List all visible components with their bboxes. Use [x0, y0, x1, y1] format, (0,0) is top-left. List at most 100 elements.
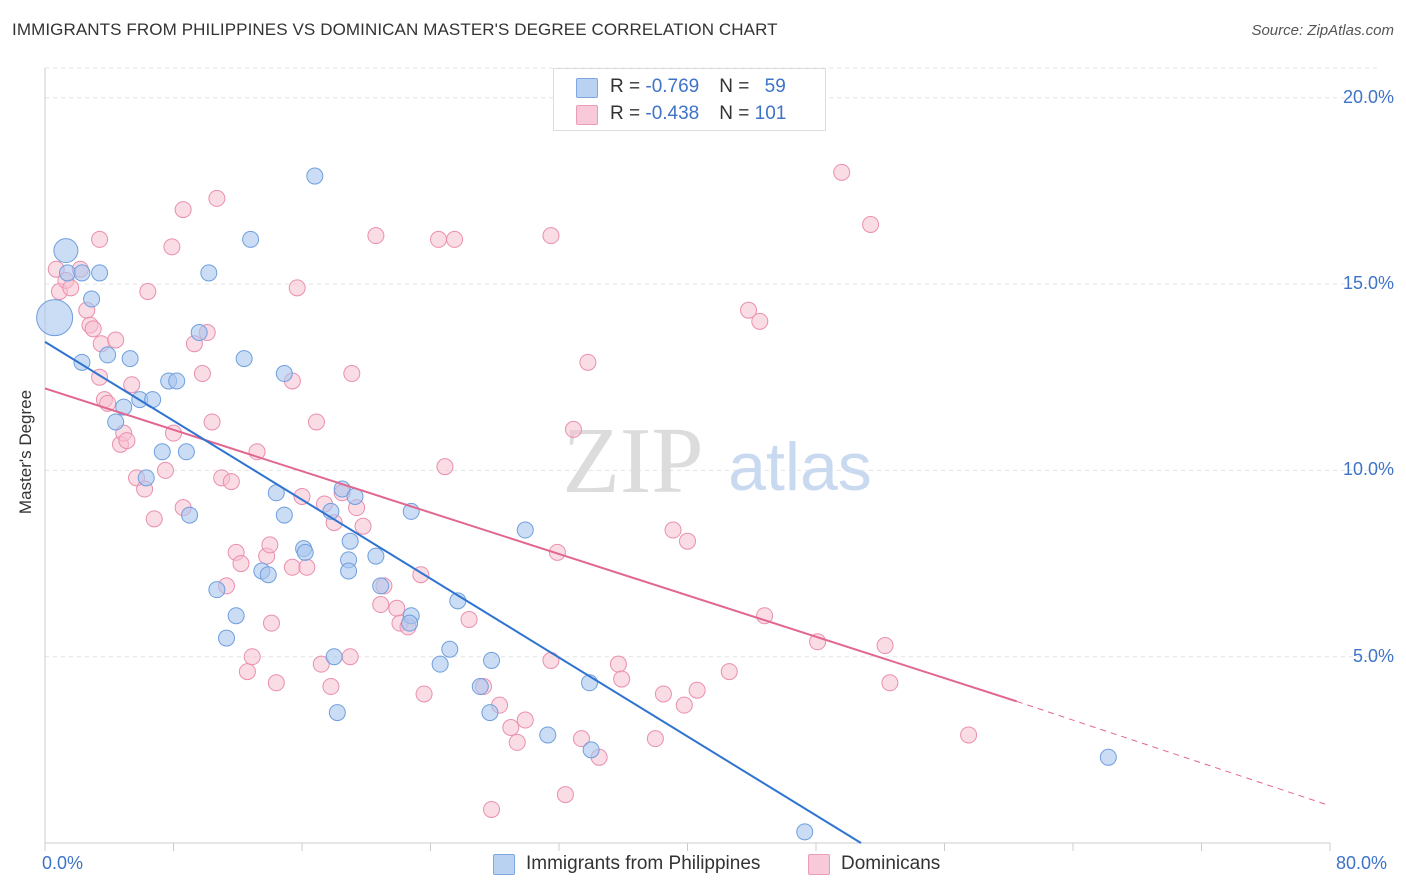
point-philippines	[190, 324, 208, 342]
point-dominicans	[367, 227, 385, 245]
point-dominicans	[262, 614, 280, 632]
legend-label-dominicans: Dominicans	[841, 853, 941, 874]
legend-swatch-blue	[493, 854, 515, 875]
point-philippines	[227, 607, 245, 625]
point-dominicans	[960, 726, 978, 744]
point-dominicans	[91, 230, 109, 248]
legend-n-value: 59	[764, 76, 786, 97]
point-philippines	[401, 614, 419, 632]
watermark-zip: ZIP	[563, 409, 704, 513]
point-philippines	[481, 704, 499, 722]
point-philippines	[107, 413, 125, 431]
series-legend: Immigrants from Philippines Dominicans	[0, 850, 1406, 880]
point-philippines	[235, 350, 253, 368]
point-philippines	[471, 678, 489, 696]
point-dominicans	[288, 279, 306, 297]
point-dominicans	[679, 532, 696, 550]
point-philippines	[99, 346, 117, 364]
legend-n-label: N =	[719, 103, 755, 124]
point-dominicans	[415, 685, 433, 703]
point-dominicans	[881, 674, 899, 692]
point-dominicans	[372, 596, 390, 614]
point-philippines	[153, 443, 171, 461]
legend-swatch-pink	[808, 854, 830, 875]
trend-lines	[44, 341, 1331, 844]
point-dominicans	[156, 461, 174, 479]
point-dominicans	[84, 320, 102, 338]
point-philippines	[275, 365, 293, 383]
point-dominicans	[107, 331, 125, 349]
point-dominicans	[243, 648, 261, 666]
y-axis-label: Master's Degree	[16, 389, 35, 515]
point-philippines	[275, 506, 293, 524]
y-tick-label: 10.0%	[1342, 459, 1394, 480]
x-tick-label-max: 80.0%	[1336, 853, 1388, 873]
point-dominicans	[460, 610, 478, 628]
watermark: ZIP atlas	[563, 409, 872, 513]
trend-line-philippines	[44, 341, 862, 844]
point-dominicans	[609, 655, 627, 673]
point-dominicans	[833, 163, 851, 181]
legend-label-philippines: Immigrants from Philippines	[526, 853, 761, 874]
point-philippines	[431, 655, 449, 673]
point-dominicans	[283, 558, 301, 576]
point-dominicans	[341, 648, 359, 666]
chart-title: IMMIGRANTS FROM PHILIPPINES VS DOMINICAN…	[12, 20, 778, 39]
point-dominicans	[876, 637, 894, 655]
point-dominicans	[548, 543, 566, 561]
legend-swatch-blue	[576, 78, 598, 98]
point-dominicans	[139, 283, 157, 301]
point-philippines	[341, 532, 359, 550]
point-philippines	[328, 704, 346, 722]
source-label: Source: ZipAtlas.com	[1251, 22, 1394, 39]
point-philippines	[200, 264, 218, 282]
point-dominicans	[613, 670, 631, 688]
point-philippines	[1099, 748, 1117, 766]
point-dominicans	[751, 312, 769, 330]
point-dominicans	[62, 279, 80, 297]
point-philippines	[539, 726, 557, 744]
legend-n-value: 101	[754, 103, 787, 124]
point-dominicans	[145, 510, 163, 528]
point-philippines	[177, 443, 195, 461]
point-dominicans	[261, 536, 279, 554]
point-philippines	[306, 167, 324, 185]
point-philippines	[83, 290, 101, 308]
legend-text-2: R = -0.438 N = 101	[610, 103, 786, 125]
point-dominicans	[579, 353, 597, 371]
point-philippines	[325, 648, 343, 666]
point-philippines	[516, 521, 534, 539]
point-dominicans	[740, 301, 758, 319]
y-tick-label: 20.0%	[1342, 86, 1394, 107]
point-philippines	[181, 506, 199, 524]
point-philippines	[73, 264, 91, 282]
axes	[44, 68, 1331, 851]
point-dominicans	[307, 413, 325, 431]
point-dominicans	[123, 376, 141, 394]
point-dominicans	[322, 678, 340, 696]
y-tick-label: 15.0%	[1342, 273, 1394, 294]
point-dominicans	[293, 487, 311, 505]
point-dominicans	[508, 733, 526, 751]
point-philippines	[58, 264, 76, 282]
legend-r-value: -0.438	[645, 103, 700, 124]
point-dominicans	[298, 558, 316, 576]
point-dominicans	[542, 227, 560, 245]
legend-r-label: R =	[610, 76, 646, 97]
point-philippines	[53, 238, 79, 264]
point-dominicans	[502, 718, 520, 736]
point-dominicans	[118, 432, 136, 450]
point-dominicans	[646, 730, 664, 748]
point-dominicans	[343, 365, 361, 383]
point-dominicans	[238, 663, 256, 681]
point-dominicans	[446, 230, 464, 248]
point-dominicans	[163, 238, 181, 256]
point-dominicans	[436, 458, 454, 476]
point-dominicans	[862, 215, 880, 233]
point-dominicans	[222, 473, 240, 491]
point-dominicans	[430, 230, 448, 248]
point-philippines	[121, 350, 139, 368]
trend-line-dominicans-extension	[1016, 700, 1331, 807]
point-philippines	[115, 398, 133, 416]
